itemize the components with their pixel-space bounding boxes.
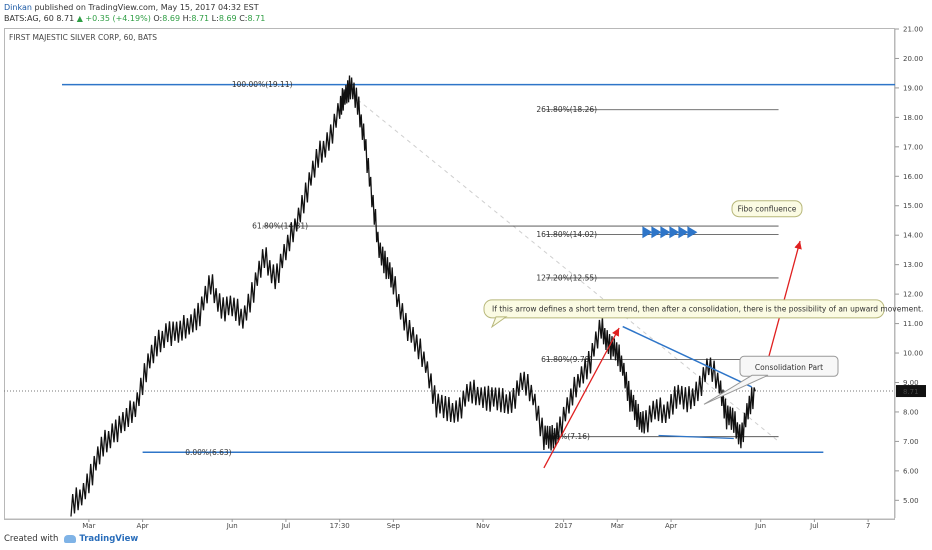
trend-arrow	[543, 327, 620, 469]
y-tick-label: 8.00	[903, 408, 919, 416]
x-tick-label: Mar	[611, 522, 624, 530]
fib-level-label: 0.00%(6.63)	[185, 448, 231, 457]
y-tick-label: 13.00	[903, 261, 923, 269]
publish-line: Dinkan published on TradingView.com, May…	[4, 3, 259, 12]
y-tick-label: 16.00	[903, 173, 923, 181]
price-change: ▲ +0.35 (+4.19%)	[76, 14, 151, 23]
projection-dashed-line	[357, 99, 779, 442]
fib-level-label: 127.20%(12.55)	[536, 273, 597, 282]
fibo-callout-box	[731, 200, 803, 218]
blue-triangle-marker	[678, 226, 689, 239]
y-tick-label: 9.00	[903, 379, 919, 387]
y-tick-label: 12.00	[903, 291, 923, 299]
publish-text: published on TradingView.com, May 15, 20…	[34, 3, 259, 12]
close-label: C:	[239, 14, 248, 23]
x-tick-label: Jul	[281, 522, 291, 530]
y-tick-label: 14.00	[903, 232, 923, 240]
x-tick-label: Apr	[665, 522, 677, 530]
fib-level-label: 161.80%(14.02)	[536, 230, 597, 239]
x-tick-label: Jun	[226, 522, 238, 530]
fib-level-label: 0.00%(7.16)	[544, 432, 590, 441]
y-tick-label: 7.00	[903, 438, 919, 446]
fib-level-label: 61.80%(14.31)	[252, 222, 308, 231]
y-tick-label: 17.00	[903, 143, 923, 151]
trend-callout-pointer	[490, 316, 508, 329]
support-trendline	[658, 434, 734, 440]
blue-triangle-marker	[660, 226, 671, 239]
last-price-tag	[896, 385, 926, 398]
footer: Created with TradingView	[4, 534, 138, 544]
y-tick-label: 11.00	[903, 320, 923, 328]
consolidation-callout-box	[739, 355, 839, 377]
symbol-text: BATS:AG, 60	[4, 14, 54, 23]
x-tick-label: 7	[866, 522, 870, 530]
fib-level-label: 100.00%(19.11)	[232, 80, 293, 89]
y-tick-label: 15.00	[903, 202, 923, 210]
price-series-line	[70, 75, 756, 517]
consolidation-callout-text: Consolidation Part	[755, 363, 823, 372]
blue-triangle-marker	[687, 226, 698, 239]
open-value: 8.69	[162, 14, 181, 23]
y-tick-label: 5.00	[903, 497, 919, 505]
chart-title: FIRST MAJESTIC SILVER CORP, 60, BATS	[9, 33, 157, 42]
x-tick-label: Nov	[476, 522, 490, 530]
blue-triangle-marker	[651, 226, 662, 239]
ohlc-line: BATS:AG, 60 8.71 ▲ +0.35 (+4.19%) O:8.69…	[4, 14, 265, 23]
y-tick-label: 18.00	[903, 114, 923, 122]
fib-level-label: 61.80%(9.78)	[541, 355, 592, 364]
y-tick-label: 10.00	[903, 350, 923, 358]
blue-triangle-marker	[642, 226, 653, 239]
high-value: 8.71	[191, 14, 210, 23]
x-tick-label: Jun	[754, 522, 766, 530]
created-with-text: Created with	[4, 534, 59, 544]
y-tick-label: 6.00	[903, 467, 919, 475]
fibo-callout-text: Fibo confluence	[738, 205, 797, 214]
last-price-tag-label: 8.71	[903, 388, 919, 396]
open-label: O:	[153, 14, 163, 23]
y-tick-label: 21.00	[903, 26, 923, 34]
author-name[interactable]: Dinkan	[4, 3, 32, 12]
last-price: 8.71	[56, 14, 75, 23]
x-tick-label: 17:30	[330, 522, 350, 530]
x-tick-label: Sep	[387, 522, 401, 530]
descending-trendline	[622, 325, 753, 388]
blue-triangle-marker	[669, 226, 680, 239]
x-tick-label: Apr	[137, 522, 149, 530]
y-tick-label: 20.00	[903, 55, 923, 63]
chart-header: Dinkan published on TradingView.com, May…	[0, 0, 932, 30]
x-tick-label: Mar	[82, 522, 95, 530]
low-label: L:	[211, 14, 219, 23]
tradingview-logo-icon	[64, 534, 77, 543]
tradingview-brand[interactable]: TradingView	[79, 534, 139, 544]
x-tick-label: Jul	[809, 522, 819, 530]
high-label: H:	[182, 14, 192, 23]
fib-level-label: 261.80%(18.26)	[536, 105, 597, 114]
x-tick-label: 2017	[555, 522, 573, 530]
trend-callout-box	[483, 299, 885, 319]
close-value: 8.71	[247, 14, 266, 23]
y-tick-label: 19.00	[903, 84, 923, 92]
low-value: 8.69	[218, 14, 237, 23]
consolidation-callout-pointer	[703, 374, 769, 405]
trend-callout-text: If this arrow defines a short term trend…	[492, 304, 923, 313]
